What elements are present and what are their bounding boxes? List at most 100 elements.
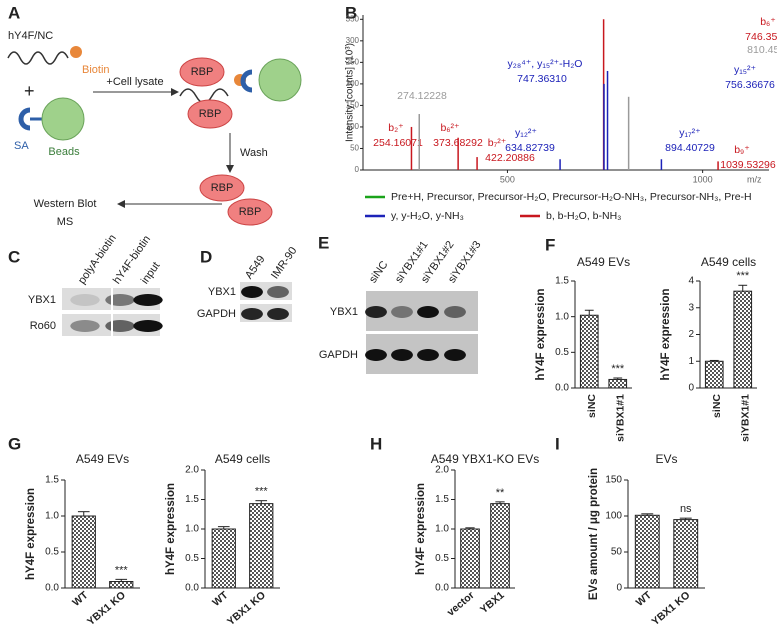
x-tick-label: YBX1 KO (649, 589, 692, 628)
y-tick-label: 50 (350, 144, 359, 153)
bar (634, 514, 660, 589)
x-tick-label: YBX1 KO (85, 589, 128, 628)
wash-label: Wash (240, 147, 268, 159)
y-tick-label: 250 (346, 57, 360, 66)
ion-label: y₁₇²⁺ (679, 127, 701, 139)
chart-title: A549 cells (215, 452, 270, 466)
blot-band (365, 349, 387, 361)
beads-label: Beads (48, 146, 80, 158)
y-axis-label: hY4F expression (535, 288, 547, 380)
panel-label: I (555, 434, 560, 453)
y-tick-label: 0 (688, 383, 694, 394)
blot-band (444, 306, 466, 318)
rbp (179, 57, 225, 87)
y-tick-label: 350 (346, 14, 360, 23)
ion-label: y₁₅²⁺ (734, 64, 757, 76)
blot-band (417, 306, 439, 318)
ion-label: b₆⁺ (760, 16, 776, 28)
sa-icon (18, 107, 31, 131)
y-tick-label: 1.5 (185, 494, 199, 505)
y-tick-label: 2.0 (435, 465, 449, 476)
mz-label: 894.40729 (665, 142, 715, 154)
rbp-label: RBP (191, 66, 214, 78)
row-label: YBX1 (28, 294, 56, 306)
y-axis-label: Intensity [counts] (10³) (345, 43, 356, 142)
bar (673, 519, 699, 589)
legend-label: Pre+H, Precursor, Precursor-H₂O, Precurs… (391, 191, 752, 203)
bar (704, 360, 724, 389)
readout-label: Western Blot (34, 198, 97, 210)
panel-label: D (200, 247, 212, 266)
blot-band (365, 306, 387, 318)
bar (460, 528, 480, 589)
panel-label: F (545, 235, 555, 254)
ion-label: b₉⁺ (734, 144, 750, 156)
rbp (227, 198, 273, 226)
y-tick-label: 1.0 (435, 524, 449, 535)
x-tick-label: 1000 (693, 174, 713, 184)
blot-band (444, 349, 466, 361)
y-tick-label: 300 (346, 36, 360, 45)
blot-band (133, 320, 163, 332)
x-tick-label: WT (70, 589, 91, 609)
bar (490, 503, 510, 589)
blot-band (105, 294, 135, 306)
row-label: GAPDH (319, 349, 358, 361)
panel-label: C (8, 247, 20, 266)
x-tick-label: 500 (500, 174, 515, 184)
y-tick-label: 1.0 (45, 511, 59, 522)
y-tick-label: 1.0 (555, 311, 569, 322)
significance-label: *** (255, 486, 269, 498)
y-tick-label: 100 (346, 122, 360, 131)
lysate-label: +Cell lysate (106, 76, 163, 88)
rbp (187, 99, 233, 129)
bar (71, 515, 96, 589)
x-tick-label: WT (634, 589, 655, 609)
mz-label: 747.36310 (517, 73, 567, 85)
lane-label: A549 (243, 253, 268, 281)
blot-band (70, 294, 100, 306)
y-axis-label: hY4F expression (165, 483, 177, 575)
mz-label: 756.36676 (725, 79, 775, 91)
significance-label: ns (680, 503, 692, 515)
y-tick-label: 150 (346, 101, 360, 110)
x-tick-label: vector (445, 589, 477, 618)
rbp-label: RBP (211, 182, 234, 194)
workflow-diagram: hY4F/NC Biotin + SA Beads +Cell lysate R… (7, 30, 302, 228)
bar (608, 378, 628, 389)
lane-label: siNC (367, 259, 391, 285)
mz-label: 422.20886 (485, 152, 535, 164)
mz-label: 254.16071 (373, 137, 423, 149)
bar (109, 581, 134, 589)
blot-band (241, 308, 263, 320)
x-tick-label: siYBX1#1 (615, 394, 627, 442)
mz-label: 373.68292 (433, 137, 483, 149)
row-label: GAPDH (197, 308, 236, 320)
ion-label: b₆²⁺ (440, 122, 460, 134)
rbp-label: RBP (239, 206, 262, 218)
y-axis-label: EVs amount / μg protein (588, 468, 600, 600)
chart-title: A549 YBX1-KO EVs (431, 452, 540, 466)
significance-label: *** (115, 564, 129, 576)
mz-label: 634.82739 (505, 142, 555, 154)
x-tick-label: YBX1 (478, 589, 507, 616)
rbp (199, 174, 245, 202)
probe-label: hY4F/NC (8, 30, 53, 42)
chart-title: A549 EVs (76, 452, 129, 466)
y-tick-label: 1.5 (555, 276, 569, 287)
blot-band (105, 320, 135, 332)
y-tick-label: 100 (605, 511, 622, 522)
y-tick-label: 0.5 (45, 547, 59, 558)
x-tick-label: siNC (586, 394, 598, 418)
panel-label: A (8, 3, 20, 22)
ion-label: b₂⁺ (388, 122, 404, 134)
y-tick-label: 0 (616, 583, 622, 594)
y-tick-label: 0 (355, 165, 360, 174)
y-tick-label: 150 (605, 475, 622, 486)
blot-band (267, 286, 289, 298)
lane-label: IMR-90 (269, 245, 300, 281)
plus-sign: + (24, 81, 35, 101)
y-tick-label: 1.0 (185, 524, 199, 535)
biotin-icon (70, 46, 82, 58)
